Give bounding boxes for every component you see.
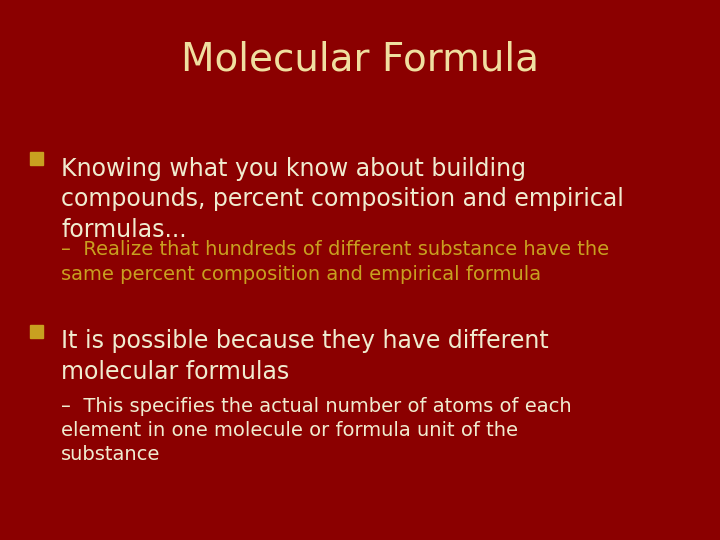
Text: Knowing what you know about building
compounds, percent composition and empirica: Knowing what you know about building com… [61, 157, 624, 242]
Text: –  Realize that hundreds of different substance have the
same percent compositio: – Realize that hundreds of different sub… [61, 240, 609, 284]
Text: It is possible because they have different
molecular formulas: It is possible because they have differe… [61, 329, 549, 384]
Bar [30, 152, 43, 165]
Bar [30, 325, 43, 338]
Text: –  This specifies the actual number of atoms of each
element in one molecule or : – This specifies the actual number of at… [61, 397, 572, 464]
Text: Molecular Formula: Molecular Formula [181, 40, 539, 78]
